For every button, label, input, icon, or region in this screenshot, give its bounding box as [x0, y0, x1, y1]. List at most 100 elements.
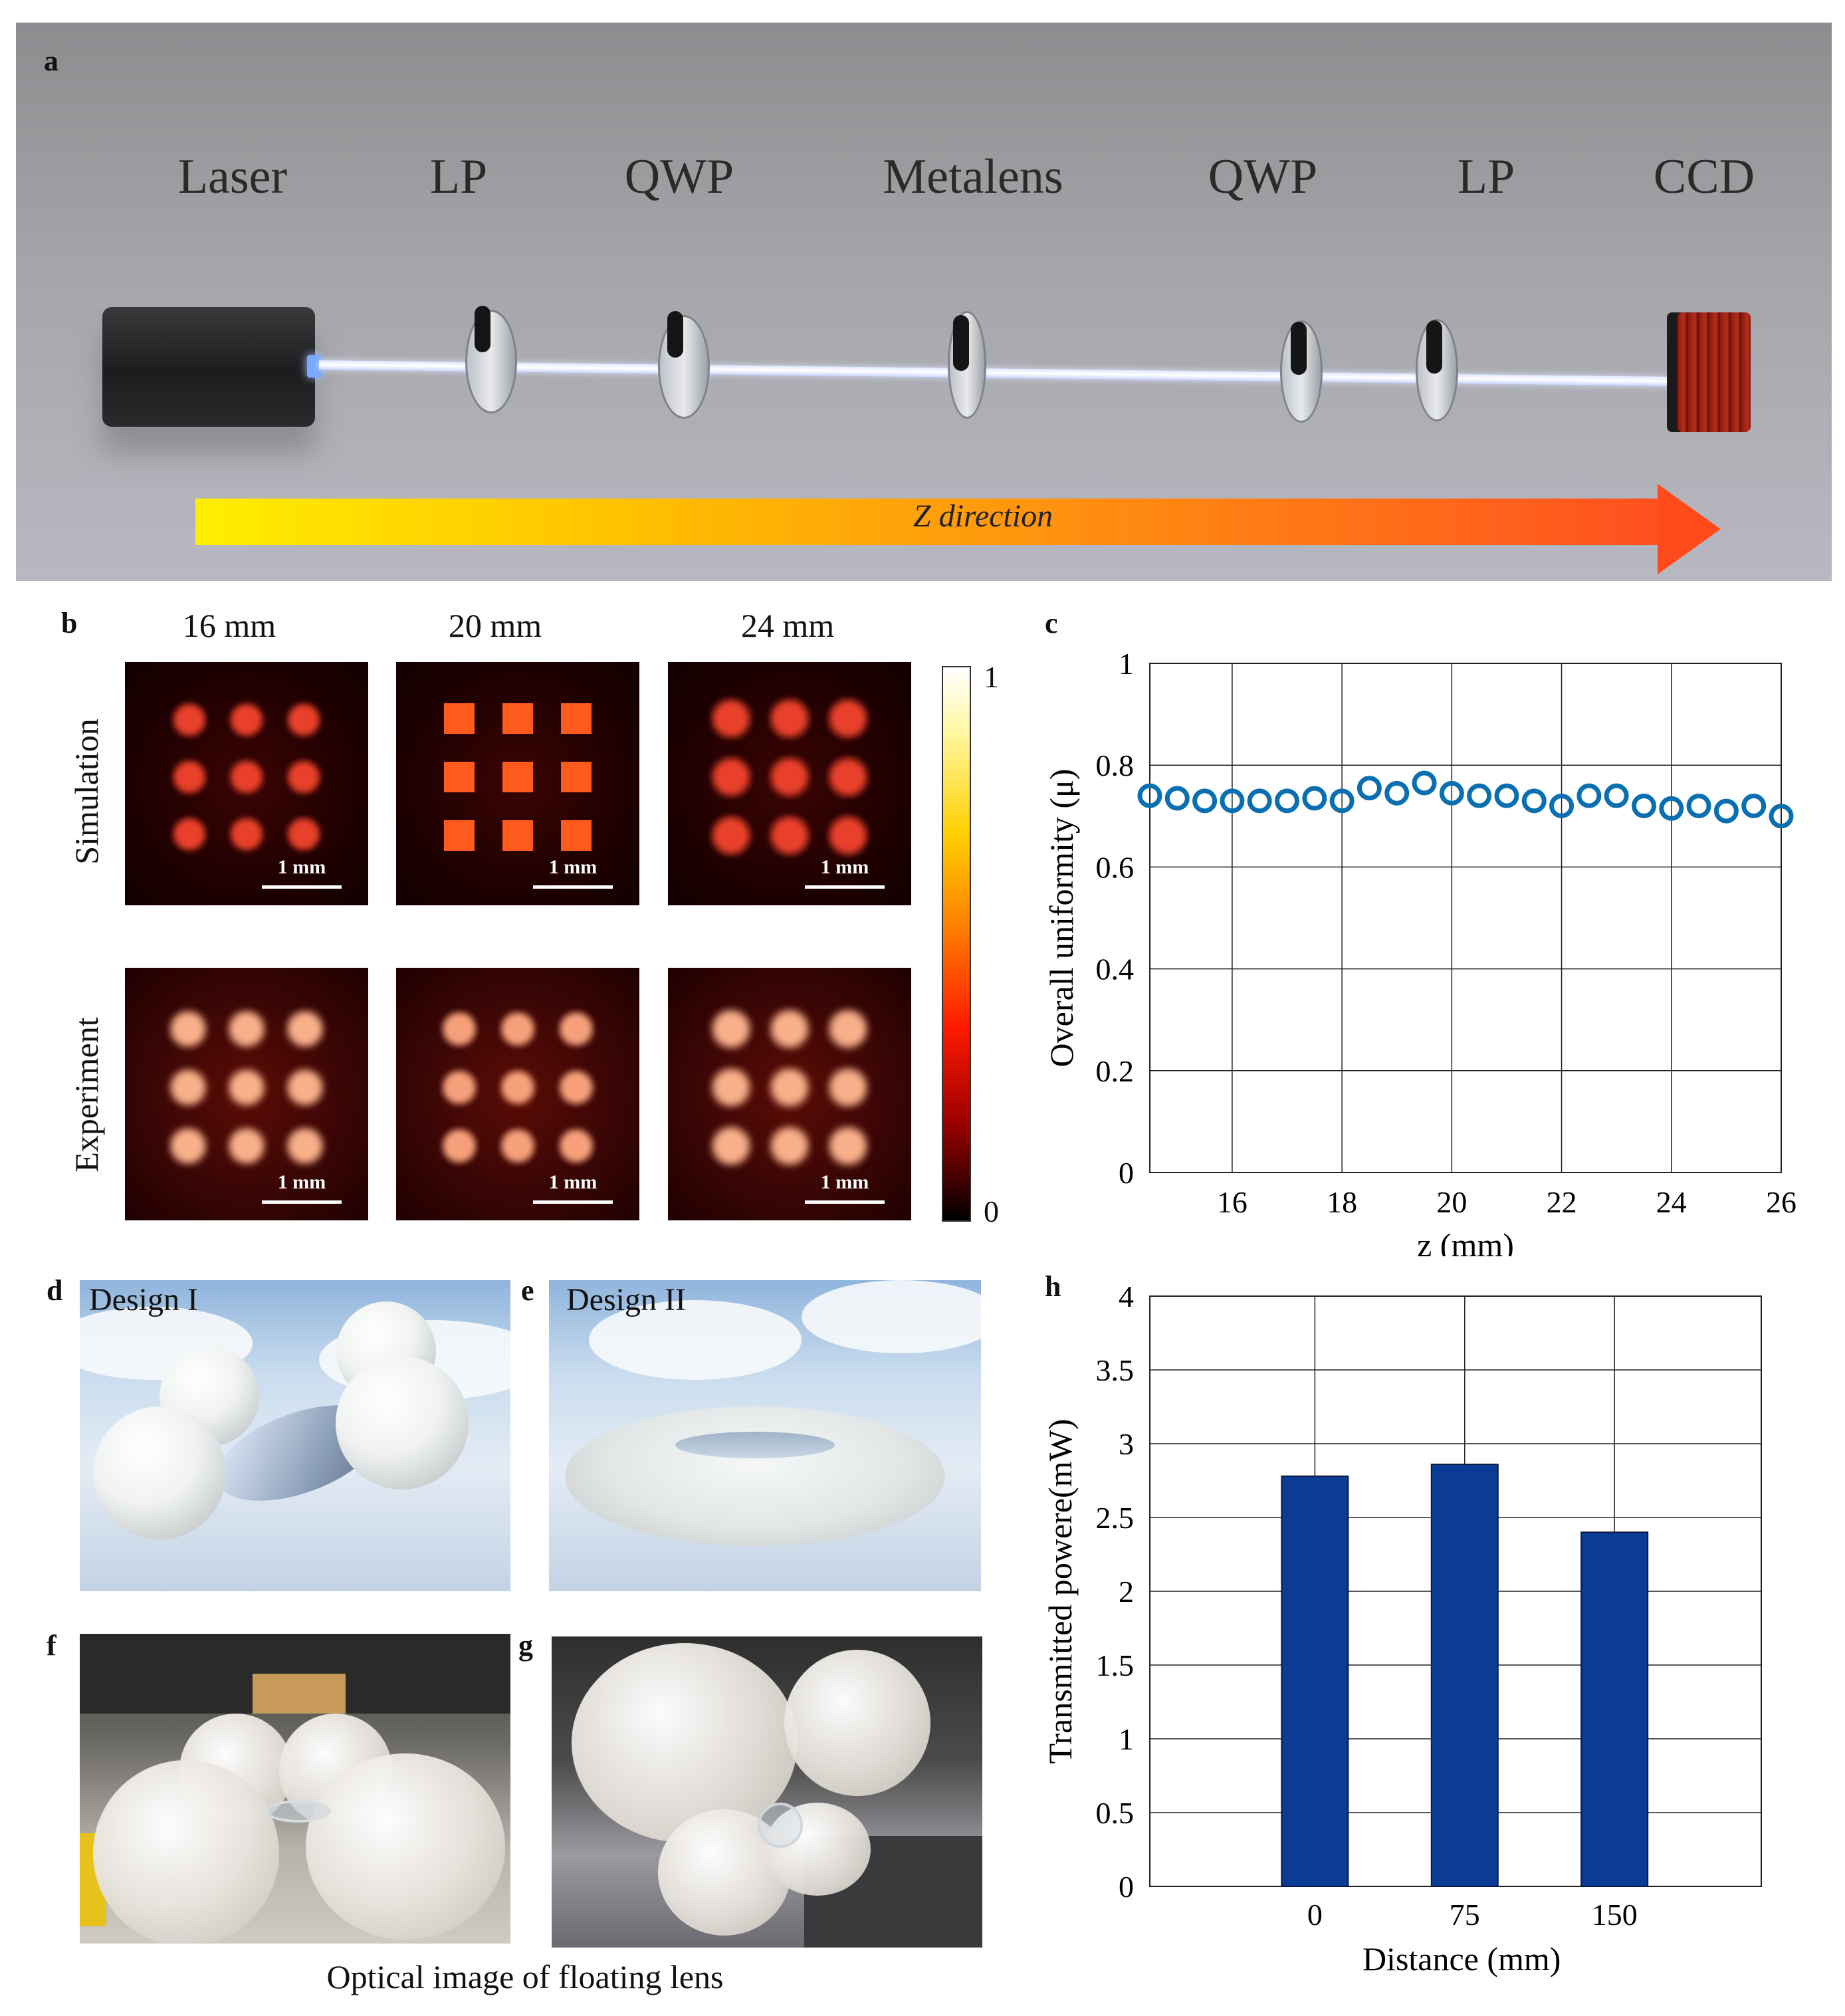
- experiment-image-20mm: 1 mm: [396, 968, 639, 1220]
- data-point: [1494, 783, 1519, 808]
- data-point: [1247, 788, 1272, 814]
- intensity-spot: [502, 703, 533, 734]
- qwp-1-holder: [667, 311, 683, 358]
- intensity-spot: [768, 697, 812, 740]
- data-point: [1439, 780, 1464, 806]
- scale-bar-label: 1 mm: [277, 1171, 326, 1193]
- intensity-spot: [167, 1008, 209, 1050]
- z-direction-arrowhead: [1658, 484, 1721, 574]
- column-label-16mm: 16 mm: [182, 607, 276, 644]
- ccd-camera: [1678, 312, 1751, 432]
- panel-label-b: b: [61, 607, 78, 639]
- panel-label-d: d: [47, 1274, 63, 1307]
- x-tick-label: 26: [1766, 1185, 1796, 1219]
- intensity-spot: [709, 1065, 753, 1109]
- data-point: [1467, 783, 1492, 808]
- intensity-spot: [226, 1067, 267, 1108]
- intensity-spot: [228, 816, 265, 853]
- y-axis-label: Transmitted powere(mW): [1041, 1419, 1079, 1764]
- laser-aperture: [307, 355, 322, 378]
- intensity-spot: [709, 1124, 753, 1168]
- intensity-spot: [498, 1127, 537, 1165]
- scale-bar-label: 1 mm: [548, 856, 597, 878]
- data-point: [1659, 796, 1684, 821]
- y-tick-label: 2: [1119, 1575, 1134, 1609]
- balloon-sphere: [336, 1357, 469, 1490]
- intensity-spot: [826, 1065, 870, 1109]
- intensity-spot: [228, 758, 265, 796]
- design-ii-title: Design II: [566, 1282, 686, 1317]
- panel-label-c: c: [1045, 607, 1058, 639]
- data-point: [1713, 798, 1739, 824]
- y-axis-label: Overall uniformity (μ): [1043, 769, 1080, 1067]
- intensity-spot: [561, 820, 592, 851]
- z-direction-label: Z direction: [913, 499, 1053, 534]
- data-point: [1164, 786, 1190, 811]
- scale-bar: [533, 1200, 613, 1204]
- y-tick-label: 3: [1119, 1427, 1134, 1461]
- x-tick-label: 150: [1592, 1898, 1638, 1932]
- data-point: [1604, 783, 1629, 808]
- x-axis-label: z (mm): [1417, 1226, 1514, 1256]
- scale-bar: [533, 885, 613, 889]
- design-ii-photo: [552, 1636, 982, 1948]
- component-label-lp-1: LP: [429, 150, 488, 204]
- intensity-spot: [561, 762, 592, 792]
- design-i-render: [80, 1280, 510, 1591]
- y-tick-label: 0.6: [1096, 850, 1135, 884]
- intensity-spot: [284, 1067, 326, 1108]
- intensity-spot: [444, 762, 475, 792]
- y-tick-label: 0: [1119, 1156, 1134, 1190]
- simulation-image-24mm: 1 mm: [668, 662, 911, 905]
- data-point: [1576, 783, 1602, 808]
- colorbar-max-label: 1: [984, 660, 999, 694]
- data-point: [1137, 783, 1162, 808]
- intensity-spot: [557, 1127, 596, 1165]
- intensity-spot: [284, 1008, 326, 1050]
- intensity-spot: [171, 816, 208, 853]
- cardboard-box: [253, 1674, 346, 1714]
- column-label-24mm: 24 mm: [740, 607, 835, 644]
- intensity-spot: [709, 697, 753, 740]
- lp-1-holder: [475, 306, 490, 352]
- intensity-spot: [444, 820, 475, 851]
- y-tick-label: 0.8: [1096, 748, 1135, 782]
- x-tick-label: 20: [1436, 1185, 1467, 1219]
- intensity-spot: [285, 816, 322, 853]
- intensity-spot: [226, 1125, 267, 1167]
- experiment-image-16mm: 1 mm: [125, 968, 368, 1220]
- scale-bar-label: 1 mm: [548, 1171, 597, 1193]
- photo-balloon: [93, 1760, 279, 1944]
- lp-2-holder: [1426, 320, 1442, 374]
- x-axis-label: Distance (mm): [1362, 1940, 1561, 1977]
- intensity-spot: [498, 1010, 537, 1048]
- transmitted-power-chart: 0 0.5 1 1.5 2 2.5 3 3.5 4 0 75 150 Distance (mm) Tran…: [1041, 1283, 1762, 1977]
- balloon-sphere: [93, 1406, 226, 1539]
- intensity-spot: [284, 1125, 326, 1167]
- intensity-spot: [826, 814, 870, 857]
- qwp-2-holder: [1291, 322, 1307, 375]
- intensity-spot: [768, 1007, 812, 1051]
- data-point: [1357, 776, 1382, 801]
- plot-area: [1149, 663, 1782, 1173]
- intensity-spot: [502, 762, 533, 792]
- column-label-20mm: 20 mm: [448, 607, 542, 644]
- simulation-image-16mm: 1 mm: [125, 662, 368, 905]
- y-tick-label: 0: [1119, 1870, 1134, 1904]
- data-point: [1521, 788, 1547, 814]
- photo-metalens: [266, 1800, 331, 1823]
- data-point: [1631, 793, 1656, 818]
- laser-body: [102, 307, 315, 427]
- component-label-lp-2: LP: [1457, 150, 1515, 204]
- intensity-spot: [826, 1007, 870, 1051]
- y-tick-label: 1.5: [1096, 1648, 1135, 1682]
- component-label-metalens: Metalens: [883, 150, 1063, 204]
- photo-metalens: [758, 1803, 803, 1848]
- component-label-qwp-2: QWP: [1208, 150, 1318, 204]
- intensity-spot: [826, 1124, 870, 1168]
- lp-1-element: [465, 310, 517, 413]
- x-tick-label: 75: [1450, 1898, 1480, 1932]
- intensity-spot: [440, 1010, 479, 1048]
- y-tick-label: 2.5: [1096, 1501, 1135, 1535]
- panel-label-f: f: [47, 1629, 56, 1662]
